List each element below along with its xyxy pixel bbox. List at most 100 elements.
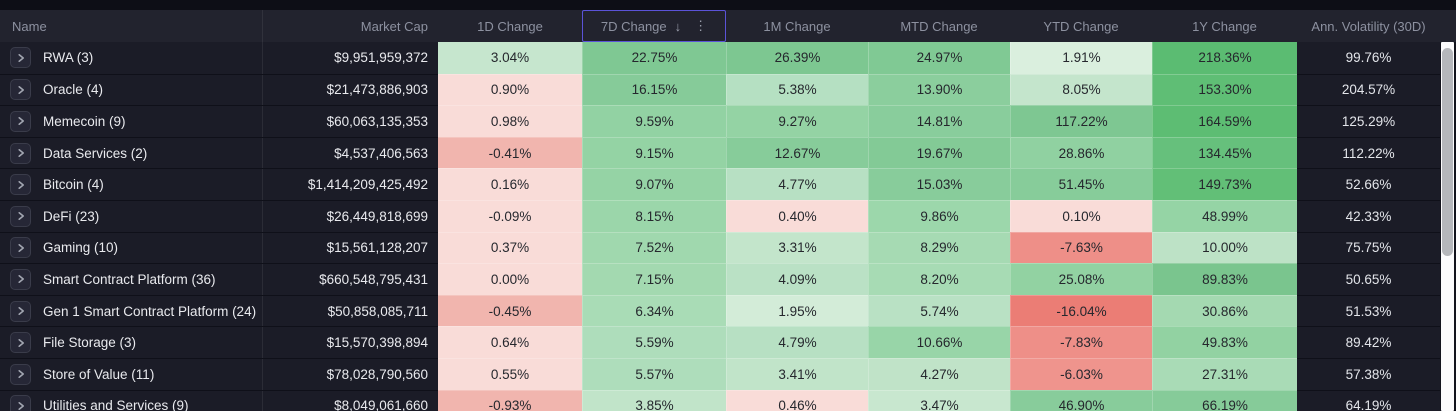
column-header-ann-volatility[interactable]: Ann. Volatility (30D) [1297, 10, 1440, 42]
market-cap-cell: $78,028,790,560 [263, 357, 438, 390]
change-heatmap-cell: 9.15% [582, 136, 726, 169]
column-divider [262, 169, 263, 200]
chevron-right-icon [17, 149, 24, 158]
column-divider [262, 264, 263, 295]
expand-row-button[interactable] [10, 47, 31, 69]
column-header-1d-change[interactable]: 1D Change [438, 10, 582, 42]
market-cap-cell: $60,063,135,353 [263, 105, 438, 137]
row-name-cell: File Storage (3) [0, 326, 263, 358]
column-header-ytd-change[interactable]: YTD Change [1010, 10, 1152, 42]
header-scrollbar-gap [1440, 10, 1456, 42]
change-heatmap-cell: 5.57% [582, 357, 726, 390]
expand-row-button[interactable] [10, 332, 31, 354]
volatility-cell: 50.65% [1297, 263, 1440, 295]
change-heatmap-cell: -6.03% [1010, 357, 1152, 390]
change-heatmap-cell: 8.05% [1010, 73, 1152, 106]
change-heatmap-cell: 66.19% [1152, 389, 1297, 411]
column-header-mtd-change[interactable]: MTD Change [868, 10, 1010, 42]
chevron-right-icon [17, 401, 24, 410]
sector-name-label: Utilities and Services (9) [43, 398, 189, 411]
row-name-cell: DeFi (23) [0, 199, 263, 232]
change-heatmap-cell: -0.93% [438, 389, 582, 411]
expand-row-button[interactable] [10, 363, 31, 385]
change-heatmap-cell: 10.00% [1152, 231, 1297, 264]
expand-row-button[interactable] [10, 268, 31, 290]
change-heatmap-cell: 0.37% [438, 231, 582, 264]
vertical-scrollbar[interactable] [1441, 42, 1454, 411]
change-heatmap-cell: 89.83% [1152, 263, 1297, 295]
change-heatmap-cell: 3.85% [582, 389, 726, 411]
column-header-1y-change[interactable]: 1Y Change [1152, 10, 1297, 42]
change-heatmap-cell: 1.95% [726, 294, 868, 327]
column-header-name[interactable]: Name [0, 10, 263, 42]
column-header-7d-change[interactable]: 7D Change ↓ ⋮ [582, 10, 726, 42]
sector-name-label: RWA (3) [43, 50, 94, 66]
change-heatmap-cell: 22.75% [582, 42, 726, 74]
change-heatmap-cell: 3.31% [726, 231, 868, 264]
change-heatmap-cell: 16.15% [582, 73, 726, 106]
change-heatmap-cell: 4.77% [726, 168, 868, 200]
table-row: Store of Value (11) $78,028,790,560 0.55% 5… [0, 357, 1440, 390]
volatility-cell: 75.75% [1297, 231, 1440, 264]
market-cap-cell: $4,537,406,563 [263, 136, 438, 169]
market-cap-cell: $50,858,085,711 [263, 294, 438, 327]
expand-row-button[interactable] [10, 395, 31, 411]
market-cap-cell: $8,049,061,660 [263, 389, 438, 411]
column-header-market-cap[interactable]: Market Cap [263, 10, 438, 42]
change-heatmap-cell: 30.86% [1152, 294, 1297, 327]
expand-row-button[interactable] [10, 237, 31, 259]
expand-row-button[interactable] [10, 300, 31, 322]
column-divider [262, 232, 263, 264]
change-heatmap-cell: 48.99% [1152, 199, 1297, 232]
market-cap-cell: $1,414,209,425,492 [263, 168, 438, 200]
chevron-right-icon [17, 53, 24, 62]
sector-name-label: Bitcoin (4) [43, 177, 104, 193]
expand-row-button[interactable] [10, 174, 31, 196]
column-header-1m-change[interactable]: 1M Change [726, 10, 868, 42]
change-heatmap-cell: 9.27% [726, 105, 868, 137]
sort-descending-icon[interactable]: ↓ [674, 18, 682, 34]
row-name-cell: Utilities and Services (9) [0, 389, 263, 411]
change-heatmap-cell: 3.41% [726, 357, 868, 390]
change-heatmap-cell: 134.45% [1152, 136, 1297, 169]
table-row: Smart Contract Platform (36) $660,548,795… [0, 263, 1440, 295]
column-menu-kebab-icon[interactable]: ⋮ [694, 18, 708, 33]
sector-name-label: Smart Contract Platform (36) [43, 271, 216, 287]
column-header-label: MTD Change [900, 18, 978, 34]
table-row: RWA (3) $9,951,959,372 3.04% 22.75% 26.39% 24… [0, 42, 1440, 74]
change-heatmap-cell: -7.63% [1010, 231, 1152, 264]
chevron-right-icon [17, 307, 24, 316]
change-heatmap-cell: 5.38% [726, 73, 868, 106]
change-heatmap-cell: 0.10% [1010, 199, 1152, 232]
expand-row-button[interactable] [10, 110, 31, 132]
expand-row-button[interactable] [10, 205, 31, 227]
change-heatmap-cell: -0.41% [438, 136, 582, 169]
row-name-cell: Data Services (2) [0, 136, 263, 169]
chevron-right-icon [17, 180, 24, 189]
change-heatmap-cell: 14.81% [868, 105, 1010, 137]
change-heatmap-cell: 13.90% [868, 73, 1010, 106]
expand-row-button[interactable] [10, 79, 31, 101]
chevron-right-icon [17, 117, 24, 126]
column-header-label: 1Y Change [1192, 18, 1257, 34]
change-heatmap-cell: 9.86% [868, 199, 1010, 232]
table-header-row: Name Market Cap 1D Change 7D Change ↓ ⋮ … [0, 10, 1456, 42]
volatility-cell: 57.38% [1297, 357, 1440, 390]
sector-name-label: DeFi (23) [43, 208, 100, 224]
market-cap-cell: $21,473,886,903 [263, 73, 438, 106]
change-heatmap-cell: 0.40% [726, 199, 868, 232]
change-heatmap-cell: 117.22% [1010, 105, 1152, 137]
change-heatmap-cell: 10.66% [868, 326, 1010, 358]
change-heatmap-cell: -0.09% [438, 199, 582, 232]
change-heatmap-cell: 3.04% [438, 42, 582, 74]
table-row: Gen 1 Smart Contract Platform (24) $50,85… [0, 294, 1440, 327]
scrollbar-thumb[interactable] [1442, 48, 1453, 256]
change-heatmap-cell: 3.47% [868, 389, 1010, 411]
change-heatmap-cell: 164.59% [1152, 105, 1297, 137]
volatility-cell: 52.66% [1297, 168, 1440, 200]
change-heatmap-cell: 0.00% [438, 263, 582, 295]
expand-row-button[interactable] [10, 142, 31, 164]
change-heatmap-cell: 4.27% [868, 357, 1010, 390]
change-heatmap-cell: 49.83% [1152, 326, 1297, 358]
change-heatmap-cell: 51.45% [1010, 168, 1152, 200]
